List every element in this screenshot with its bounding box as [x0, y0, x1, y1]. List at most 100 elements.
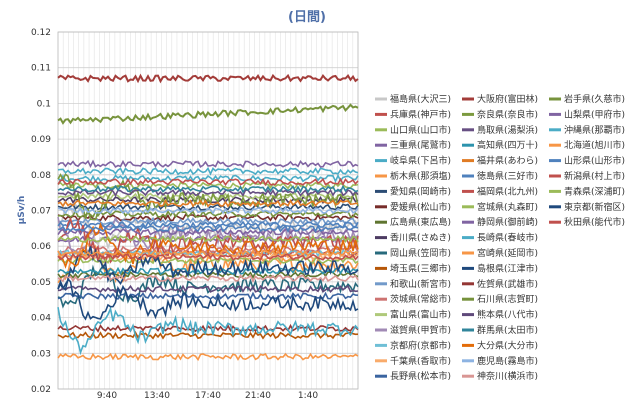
- legend-item: 富山県(富山市): [375, 309, 451, 321]
- legend-label: 島根県(江津市): [477, 262, 538, 274]
- y-tick-label: 0.1: [37, 99, 51, 109]
- series-line: [57, 256, 359, 265]
- legend-item: 群馬県(太田市): [462, 324, 538, 336]
- series-line: [57, 198, 359, 208]
- legend-item: 広島県(東広島): [375, 216, 451, 228]
- y-tick-label: 0.07: [31, 207, 51, 217]
- legend-item: 東京都(新宿区): [549, 201, 625, 213]
- series-line: [57, 306, 359, 356]
- x-tick-label: 1:40: [298, 391, 318, 400]
- series-line: [57, 291, 359, 301]
- legend-item: 高知県(四万十): [462, 139, 538, 151]
- legend-label: 大阪府(富田林): [477, 93, 538, 105]
- legend-item: 兵庫県(神戸市): [375, 108, 451, 120]
- series-line: [57, 220, 359, 230]
- series-line: [57, 103, 359, 125]
- x-tick-label: 13:40: [144, 391, 170, 400]
- legend-label: 山形県(山形市): [564, 155, 625, 167]
- legend-item: 茨城県(常総市): [375, 293, 451, 305]
- legend-label: 香川県(さぬき): [390, 233, 451, 244]
- series-line: [57, 166, 359, 176]
- y-tick-label: 0.09: [31, 135, 51, 145]
- legend-item: 神奈川(横浜市): [462, 370, 538, 382]
- x-tick-label: 21:40: [245, 391, 271, 400]
- legend-label: 鳥取県(湯梨浜): [477, 124, 538, 136]
- series-line: [57, 352, 359, 362]
- series-line: [57, 73, 359, 84]
- legend-label: 佐賀県(武雄市): [477, 278, 538, 290]
- legend-label: 岩手県(久慈市): [564, 93, 625, 105]
- x-tick-label: 17:40: [195, 391, 221, 400]
- legend-label: 福岡県(北九州): [477, 185, 538, 197]
- legend-label: 静岡県(御前崎): [477, 216, 538, 228]
- legend-item: 静岡県(御前崎): [462, 216, 538, 228]
- legend-item: 宮城県(丸森町): [462, 201, 538, 213]
- legend-label: 秋田県(能代市): [564, 216, 625, 228]
- legend-item: 岩手県(久慈市): [549, 93, 625, 105]
- legend-label: 石川県(志賀町): [477, 293, 538, 305]
- series-line: [57, 216, 359, 265]
- y-tick-label: 0.11: [31, 64, 51, 74]
- legend-item: 宮崎県(延岡市): [462, 247, 538, 259]
- series-line: [57, 224, 359, 234]
- legend-label: 長野県(松本市): [390, 370, 451, 382]
- legend-label: 富山県(富山市): [390, 309, 451, 321]
- legend-label: 鹿児島(霧島市): [477, 355, 538, 367]
- legend-item: 長野県(松本市): [375, 370, 451, 382]
- legend-item: 岡山県(笠岡市): [375, 247, 451, 259]
- legend-label: 愛知県(岡崎市): [390, 185, 451, 197]
- legend-label: 宮城県(丸森町): [477, 201, 538, 213]
- legend-label: 広島県(東広島): [390, 216, 451, 228]
- series-line: [57, 284, 359, 294]
- legend-label: 徳島県(三好市): [477, 170, 538, 182]
- y-tick-label: 0.04: [31, 314, 51, 324]
- legend-label: 福島県(大沢三): [390, 93, 451, 105]
- series-line: [57, 274, 359, 284]
- legend-item: 香川県(さぬき): [375, 233, 451, 244]
- y-tick-label: 0.08: [31, 171, 51, 181]
- legend-item: 大分県(大分市): [462, 339, 538, 351]
- legend-label: 京都府(京都市): [390, 339, 451, 351]
- y-tick-label: 0.06: [31, 242, 51, 252]
- legend-label: 長崎県(春岐市): [477, 232, 538, 244]
- legend-label: 岡山県(笠岡市): [390, 247, 451, 259]
- legend-label: 高知県(四万十): [477, 139, 538, 151]
- series-line: [57, 234, 359, 244]
- y-axis-label: μSv/h: [17, 196, 27, 225]
- x-tick-label: 9:40: [97, 391, 117, 400]
- legend-item: 秋田県(能代市): [549, 216, 625, 228]
- legend-item: 山梨県(甲府市): [549, 108, 625, 120]
- legend-item: 三重県(尾鷲市): [375, 139, 451, 151]
- legend-item: 徳島県(三好市): [462, 170, 538, 182]
- legend-item: 愛媛県(松山市): [375, 201, 451, 213]
- chart-title: (日間): [288, 10, 326, 25]
- legend-label: 滋賀県(甲賀市): [390, 324, 451, 336]
- legend-label: 神奈川(横浜市): [477, 370, 538, 382]
- legend-item: 大阪府(富田林): [462, 93, 538, 105]
- legend: 福島県(大沢三) 兵庫県(神戸市) 山口県(山口市) 三重県(尾鷲市) 岐阜県(下呂市)…: [375, 93, 625, 382]
- legend-item: 青森県(深浦町): [549, 185, 625, 197]
- legend-item: 熊本県(八代市): [462, 309, 538, 321]
- legend-label: 大分県(大分市): [477, 339, 538, 351]
- legend-label: 沖縄県(那覇市): [564, 124, 625, 136]
- series-line: [57, 188, 359, 197]
- legend-label: 和歌山(新宮市): [390, 278, 451, 290]
- plot-border: [57, 31, 359, 390]
- series-line: [57, 221, 359, 269]
- legend-label: 山口県(山口市): [390, 124, 451, 136]
- legend-label: 北海道(旭川市): [564, 139, 625, 151]
- legend-item: 石川県(志賀町): [462, 293, 538, 305]
- y-axis-ticks: 0.02 0.03 0.04 0.05 0.06 0.07 0.08 0.09 0.1 0.11 0…: [31, 28, 51, 395]
- legend-item: 福島県(大沢三): [375, 93, 451, 105]
- legend-label: 埼玉県(三郷市): [390, 262, 451, 274]
- y-tick-label: 0.05: [31, 278, 51, 288]
- legend-item: 栃木県(那須塩): [375, 170, 451, 182]
- legend-item: 長崎県(春岐市): [462, 232, 538, 244]
- legend-item: 京都府(京都市): [375, 339, 451, 351]
- legend-label: 茨城県(常総市): [390, 293, 451, 305]
- legend-label: 千葉県(香取市): [390, 355, 451, 367]
- y-tick-label: 0.12: [31, 28, 51, 38]
- series-line: [57, 227, 359, 237]
- legend-label: 兵庫県(神戸市): [390, 108, 451, 120]
- series-line: [57, 248, 359, 258]
